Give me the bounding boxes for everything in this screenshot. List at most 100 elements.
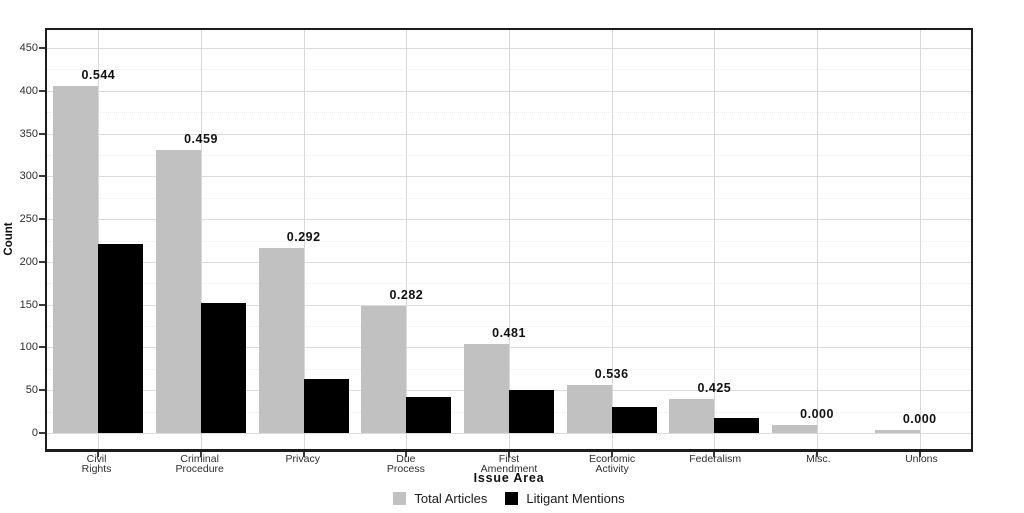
category-column: 0.425	[663, 30, 766, 449]
y-tick-mark	[39, 132, 45, 135]
y-tick-label: 350	[19, 127, 38, 140]
y-tick-label: 100	[19, 341, 38, 354]
x-tick-mark	[713, 452, 716, 457]
y-tick-mark	[39, 389, 45, 392]
category-column: 0.459	[150, 30, 253, 449]
bar-litigant-mentions	[509, 390, 555, 433]
bar-value-label: 0.000	[902, 412, 937, 426]
y-tick-label: 400	[19, 84, 38, 97]
y-tick-mark	[39, 89, 45, 92]
x-category-label: Due Process	[386, 453, 425, 475]
gridline-vertical	[509, 30, 511, 449]
gridline-minor	[47, 326, 971, 328]
gridline-minor	[47, 283, 971, 285]
y-tick-mark	[39, 432, 45, 434]
x-tick-mark	[405, 452, 408, 457]
y-tick-label: 50	[25, 384, 38, 397]
gridline-major	[47, 304, 971, 306]
gridline-vertical	[303, 30, 305, 449]
bar-total-articles	[53, 86, 99, 433]
y-tick-label: 200	[19, 255, 38, 268]
y-tick-mark	[39, 47, 45, 49]
category-column: 0.544	[47, 30, 150, 449]
legend-label-litigant-mentions: Litigant Mentions	[526, 491, 625, 506]
y-tick-mark	[39, 303, 45, 306]
bar-total-articles	[566, 385, 612, 433]
gridline-major	[47, 261, 971, 263]
x-tick-mark	[816, 452, 818, 457]
bar-value-label: 0.292	[286, 230, 321, 244]
x-tick-mark	[508, 452, 510, 457]
x-tick-mark	[918, 452, 921, 457]
gridline-major	[47, 133, 971, 135]
y-axis-title: Count	[3, 222, 15, 256]
y-tick-label: 150	[19, 298, 38, 311]
y-tick-mark	[39, 346, 45, 349]
bar-value-label: 0.536	[594, 367, 629, 381]
category-column: 0.536	[560, 30, 663, 449]
gridline-minor	[47, 69, 971, 71]
x-category-label: Misc.	[806, 453, 831, 465]
x-category-labels: Civil Rights Criminal Procedure Privacy Due Pr…	[45, 453, 973, 475]
x-tick-mark	[610, 452, 613, 457]
x-tick-mark	[200, 452, 202, 457]
x-tick-mark	[97, 452, 100, 457]
y-tick-label: 0	[31, 427, 38, 439]
category-column: 0.000	[766, 30, 869, 449]
y-tick-mark	[39, 218, 45, 221]
gridline-major	[47, 48, 971, 49]
bar-value-label: 0.282	[389, 288, 424, 302]
gridline-vertical	[201, 30, 202, 449]
bar-total-articles	[361, 306, 407, 433]
gridline-minor	[47, 154, 971, 156]
bar-litigant-mentions	[611, 407, 657, 433]
x-tick-mark	[302, 452, 305, 457]
category-column: 0.292	[252, 30, 355, 449]
gridline-minor	[47, 197, 971, 199]
bar-litigant-mentions	[406, 397, 452, 433]
bar-columns-layer: 0.544 0.459 0.292 0.282 0.481 0.536 0.425 0.000…	[47, 30, 971, 449]
x-category-label: Economic Activity	[589, 453, 636, 475]
bar-litigant-mentions	[714, 418, 760, 433]
category-column: 0.000	[868, 30, 971, 449]
legend-swatch-litigant-mentions	[505, 492, 519, 505]
gridline-vertical	[406, 30, 408, 449]
x-category-label: First Amendment	[480, 453, 538, 475]
bar-value-label: 0.459	[184, 132, 218, 146]
gridline-minor	[47, 240, 971, 242]
gridline-major	[47, 176, 971, 178]
bar-litigant-mentions	[201, 303, 246, 433]
y-tick-label: 450	[19, 42, 38, 54]
y-tick-mark	[39, 260, 45, 263]
bar-total-articles	[464, 344, 510, 433]
bar-value-label: 0.481	[492, 326, 526, 340]
x-category-label: Criminal Procedure	[175, 453, 224, 475]
bar-total-articles	[258, 248, 304, 433]
gridline-minor	[47, 112, 971, 114]
bar-litigant-mentions	[98, 244, 144, 433]
x-category-label: Privacy	[285, 453, 320, 465]
gridline-vertical	[611, 30, 613, 449]
legend-label-total-articles: Total Articles	[414, 491, 488, 506]
x-category-label: Civil Rights	[81, 453, 112, 475]
gridline-vertical	[919, 30, 921, 449]
gridline-vertical	[817, 30, 819, 449]
gridline-major	[47, 90, 971, 92]
legend-item-total-articles: Total Articles	[393, 491, 487, 506]
y-tick-label: 250	[19, 213, 38, 226]
gridline-vertical	[714, 30, 716, 449]
plot-area: 0.544 0.459 0.292 0.282 0.481 0.536 0.425 0.000…	[45, 28, 973, 452]
x-axis-title: Issue Area	[473, 471, 545, 485]
category-column: 0.481	[458, 30, 561, 449]
bar-total-articles	[874, 430, 920, 433]
bar-value-label: 0.425	[697, 381, 732, 395]
x-category-label: Federalism	[689, 453, 742, 465]
bar-total-articles	[772, 425, 818, 433]
gridline-major	[47, 219, 971, 221]
category-column: 0.282	[355, 30, 458, 449]
legend: Total Articles Litigant Mentions	[0, 491, 1018, 506]
x-category-label: Unions	[905, 453, 938, 465]
legend-item-litigant-mentions: Litigant Mentions	[505, 491, 625, 506]
bar-value-label: 0.544	[81, 68, 116, 82]
